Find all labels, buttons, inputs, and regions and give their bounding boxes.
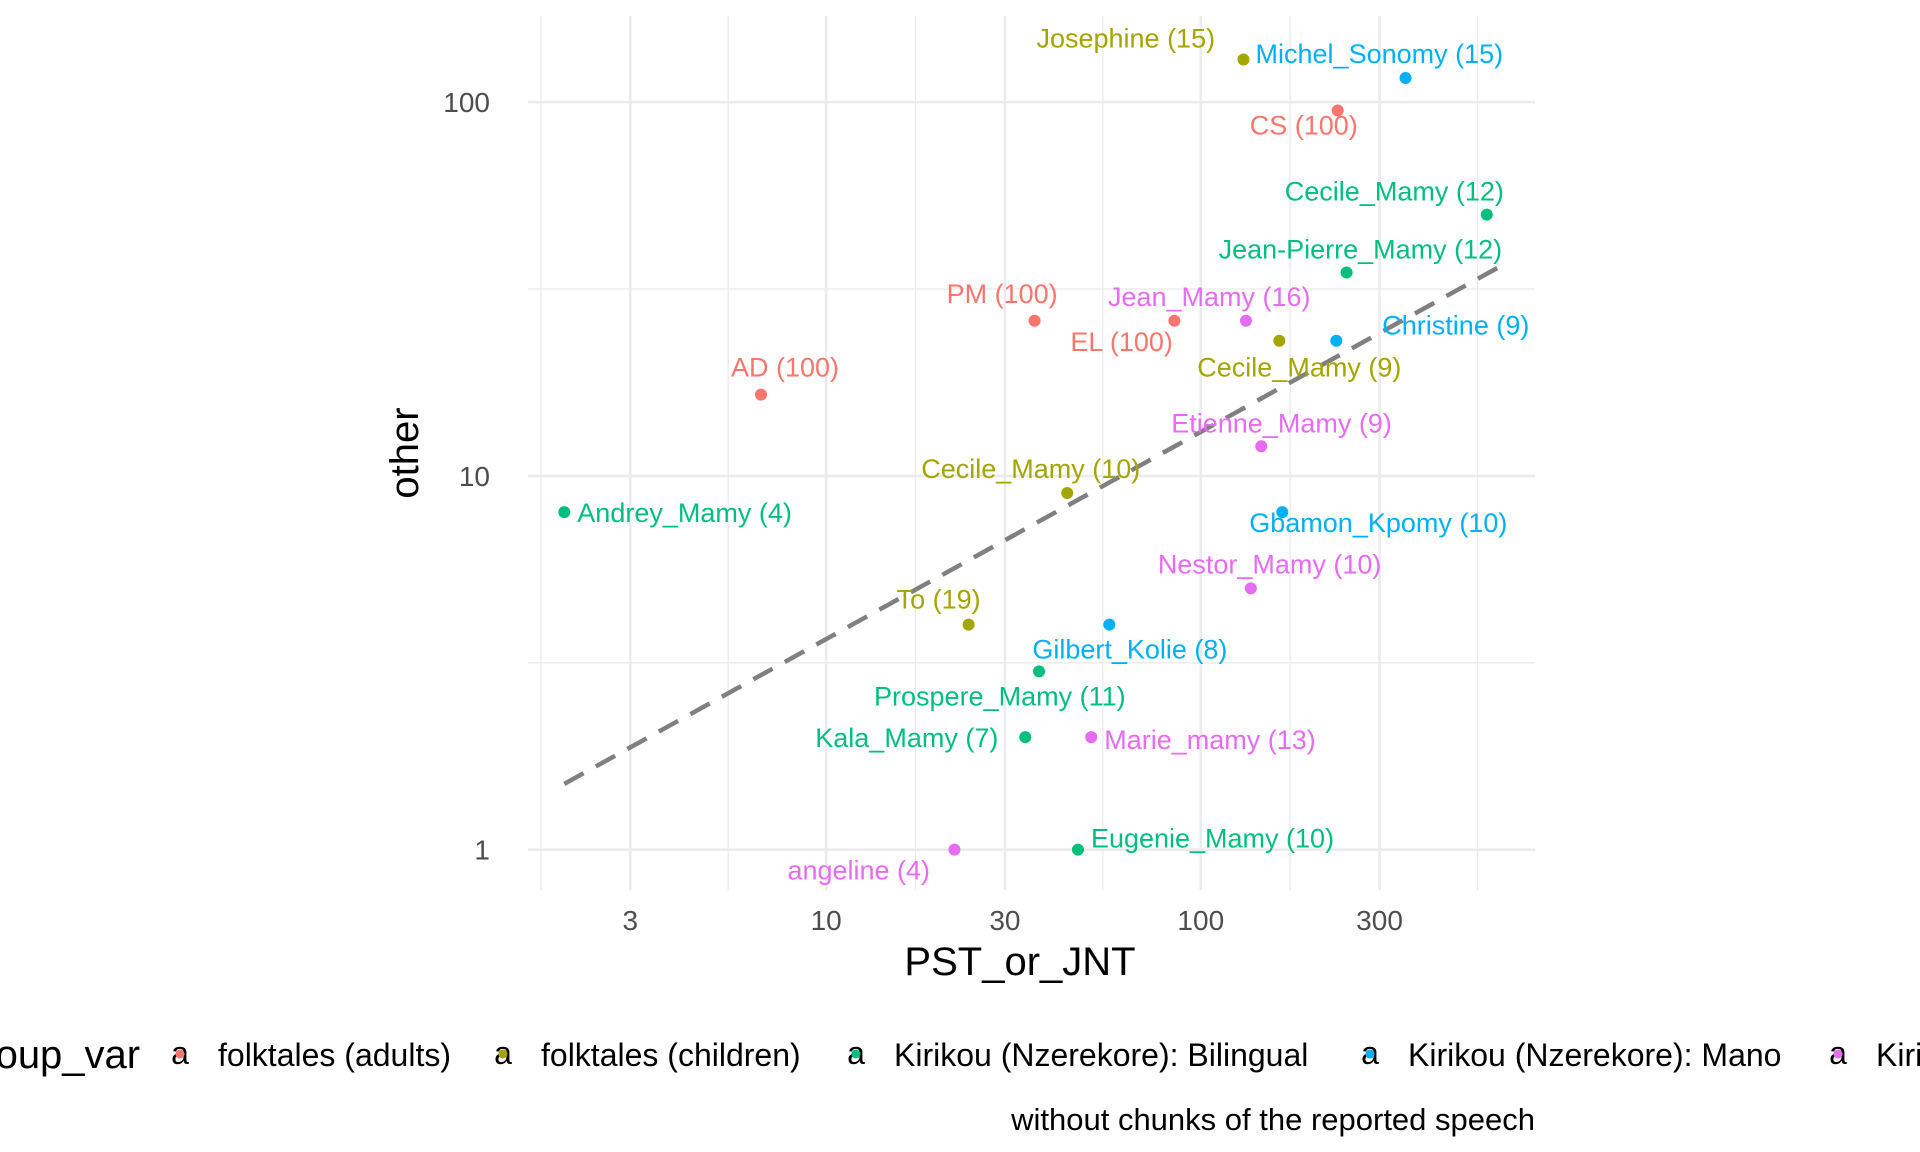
legend-entry-kirikou: Kirikou: [1876, 1037, 1920, 1073]
point-christine-9: [1330, 334, 1343, 347]
point-label-el-100: EL (100): [1070, 327, 1173, 357]
y-axis-title: other: [383, 407, 427, 498]
x-tick-label: 3: [622, 905, 638, 936]
point-jean-mamy-16: [1239, 314, 1252, 327]
x-tick-label: 10: [811, 905, 842, 936]
point-label-cecile-mamy-9: Cecile_Mamy (9): [1197, 353, 1401, 383]
point-michel-sonomy-15: [1399, 72, 1412, 85]
x-tick-label: 30: [989, 905, 1020, 936]
legend-title: group_var: [0, 1033, 140, 1077]
point-label-christine-9: Christine (9): [1382, 311, 1529, 341]
legend-entry-kirikou-nzerekore-mano: Kirikou (Nzerekore): Mano: [1408, 1037, 1781, 1073]
y-tick-label: 100: [443, 87, 490, 118]
point-kala-mamy-7: [1019, 731, 1032, 744]
point-label-cecile-mamy-10: Cecile_Mamy (10): [921, 454, 1140, 484]
legend-swatch-kirikou: [1833, 1049, 1843, 1059]
point-pm-100: [1028, 314, 1041, 327]
point-label-andrey-mamy-4: Andrey_Mamy (4): [577, 498, 792, 528]
y-tick-label: 10: [459, 461, 490, 492]
point-label-michel-sonomy-15: Michel_Sonomy (15): [1256, 39, 1504, 69]
y-axis-ticks: 1 10 100: [443, 87, 490, 866]
point-cecile-mamy-12: [1480, 208, 1493, 221]
legend: group_var afolktales (adults)afolktales …: [0, 1033, 1920, 1077]
point-ad-100: [755, 388, 768, 401]
point-label-gilbert-kolie-8: Gilbert_Kolie (8): [1032, 635, 1227, 665]
point-el-100: [1168, 314, 1181, 327]
point-gbamon-kpomy-10: [1276, 506, 1289, 519]
point-josephine-15: [1237, 53, 1250, 66]
point-label-to-19: To (19): [897, 585, 981, 615]
point-label-cs-100: CS (100): [1250, 110, 1358, 140]
legend-swatch-folktales-adults: [175, 1049, 185, 1059]
point-label-etienne-mamy-9: Etienne_Mamy (9): [1171, 408, 1392, 438]
point-label-gbamon-kpomy-10: Gbamon_Kpomy (10): [1249, 508, 1507, 538]
y-tick-label: 1: [474, 835, 490, 866]
point-cecile-mamy-10: [1061, 487, 1074, 500]
point-label-marie-mamy-13: Marie_mamy (13): [1104, 725, 1316, 755]
point-angeline-4: [948, 843, 961, 856]
point-gilbert-kolie-8: [1103, 618, 1116, 631]
point-cecile-mamy-9: [1273, 334, 1286, 347]
point-andrey-mamy-4: [558, 506, 571, 519]
point-etienne-mamy-9: [1255, 440, 1268, 453]
point-cs-100: [1331, 104, 1344, 117]
point-label-nestor-mamy-10: Nestor_Mamy (10): [1158, 549, 1382, 579]
point-label-ad-100: AD (100): [731, 353, 839, 383]
point-label-jean-mamy-16: Jean_Mamy (16): [1108, 282, 1311, 312]
point-label-angeline-4: angeline (4): [787, 856, 930, 886]
data-points: CS (100) PM (100) EL (100) AD (100) Josephin…: [558, 24, 1529, 886]
grid-lines: [528, 16, 1535, 890]
x-tick-label: 100: [1177, 905, 1224, 936]
point-label-kala-mamy-7: Kala_Mamy (7): [815, 723, 998, 753]
x-axis-title: PST_or_JNT: [904, 940, 1135, 984]
point-label-eugenie-mamy-10: Eugenie_Mamy (10): [1091, 824, 1334, 854]
legend-swatch-folktales-children: [498, 1049, 508, 1059]
point-label-cecile-mamy-12: Cecile_Mamy (12): [1285, 177, 1504, 207]
point-eugenie-mamy-10: [1071, 843, 1084, 856]
legend-entry-kirikou-nzerekore-bilingual: Kirikou (Nzerekore): Bilingual: [894, 1037, 1308, 1073]
legend-entry-folktales-adults: folktales (adults): [218, 1037, 451, 1073]
point-nestor-mamy-10: [1244, 582, 1257, 595]
point-label-josephine-15: Josephine (15): [1036, 24, 1215, 54]
legend-entry-folktales-children: folktales (children): [541, 1037, 801, 1073]
legend-swatch-kirikou-nzerekore-mano: [1365, 1049, 1375, 1059]
point-jean-pierre-mamy-12: [1340, 266, 1353, 279]
point-label-pm-100: PM (100): [947, 279, 1058, 309]
point-prospere-mamy-11: [1033, 665, 1046, 678]
point-label-jean-pierre-mamy-12: Jean-Pierre_Mamy (12): [1219, 235, 1503, 265]
point-marie-mamy-13: [1085, 731, 1098, 744]
legend-caption: without chunks of the reported speech: [1010, 1102, 1535, 1137]
point-to-19: [962, 618, 975, 631]
x-axis-ticks: 3 10 30 100 300: [622, 905, 1402, 936]
x-tick-label: 300: [1356, 905, 1403, 936]
point-label-prospere-mamy-11: Prospere_Mamy (11): [874, 681, 1126, 711]
legend-swatch-kirikou-nzerekore-bilingual: [851, 1049, 861, 1059]
